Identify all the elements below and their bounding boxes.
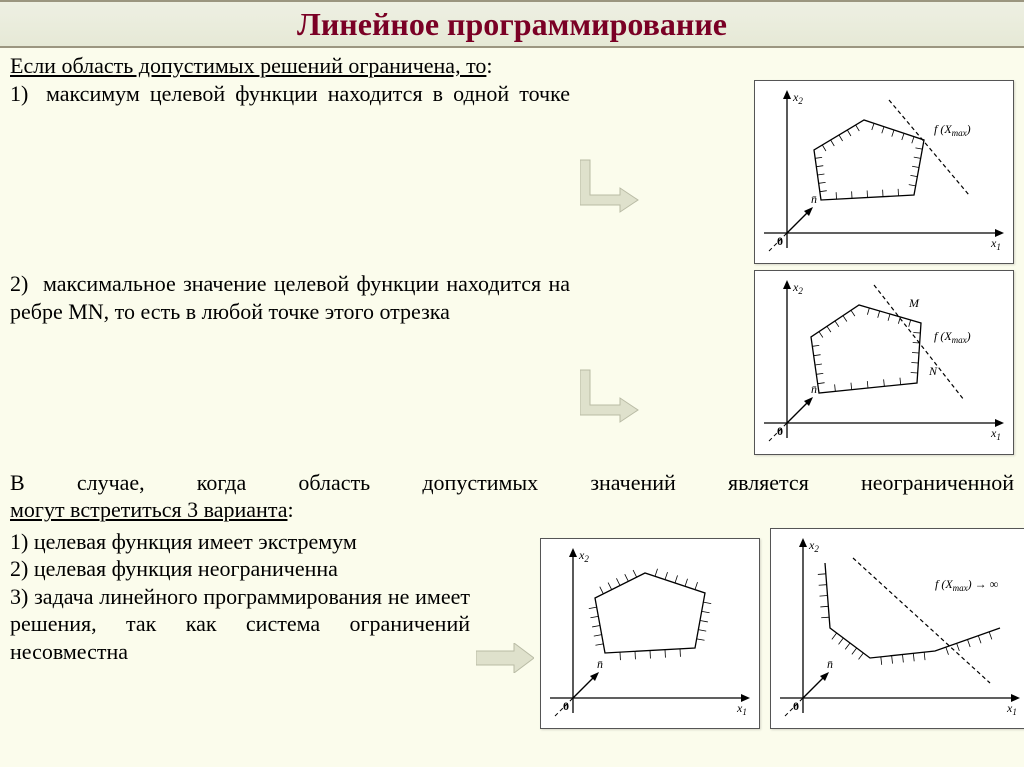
svg-text:n̄: n̄ [811, 192, 817, 206]
intro-text: Если область допустимых решений ограниче… [10, 53, 486, 78]
svg-text:x1: x1 [1006, 701, 1017, 717]
fig1-col: x2 x1 0 n̄ f (Xmax) [650, 80, 1014, 265]
arrow2-col [570, 270, 650, 430]
case2-text-col: 2) максимальное значение целевой функции… [10, 270, 570, 325]
case2-row: 2) максимальное значение целевой функции… [10, 270, 1014, 455]
content: Если область допустимых решений ограниче… [0, 48, 1024, 729]
fig4-col: x2 x1 0 n̄ [540, 528, 770, 730]
unbound-line1: В случае, когда область допустимых значе… [10, 469, 1014, 497]
intro: Если область допустимых решений ограниче… [10, 52, 1014, 80]
v3-num: 3) [10, 584, 28, 609]
arrow-icon [580, 150, 640, 220]
case2-text: 2) максимальное значение целевой функции… [10, 270, 570, 325]
svg-text:x2: x2 [578, 548, 589, 564]
variant3: 3) задача линейного программирования не … [10, 583, 470, 666]
bottom-wrap: 1) целевая функция имеет экстремум 2) це… [10, 528, 1014, 730]
svg-text:0: 0 [777, 234, 783, 248]
svg-text:x2: x2 [792, 280, 803, 296]
unbound-b: могут встретиться 3 варианта [10, 497, 287, 522]
variant1: 1) целевая функция имеет экстремум [10, 528, 470, 556]
svg-text:0: 0 [563, 699, 569, 713]
svg-text:x1: x1 [736, 701, 747, 717]
page-title: Линейное программирование [297, 6, 727, 43]
case1-text-col: 1) максимум целевой функции находится в … [10, 80, 570, 108]
svg-text:N: N [928, 364, 938, 378]
svg-text:f (Xmax): f (Xmax) [934, 329, 971, 345]
svg-text:x1: x1 [990, 236, 1001, 252]
case1-row: 1) максимум целевой функции находится в … [10, 80, 1014, 265]
svg-text:M: M [908, 296, 920, 310]
svg-text:n̄: n̄ [811, 382, 817, 396]
arrow3-col [470, 528, 540, 730]
case1-num: 1) [10, 80, 46, 108]
svg-text:n̄: n̄ [597, 657, 603, 671]
svg-text:0: 0 [793, 699, 799, 713]
figure-2: x2 x1 0 n̄ M Nf (Xmax) [754, 270, 1014, 455]
fig3-col: x2 x1 0 n̄ f (Xmax) → ∞ [770, 528, 1024, 730]
svg-text:x1: x1 [990, 426, 1001, 442]
figure-1: x2 x1 0 n̄ f (Xmax) [754, 80, 1014, 265]
svg-text:0: 0 [777, 424, 783, 438]
svg-text:f (Xmax): f (Xmax) [934, 122, 971, 138]
svg-text:n̄: n̄ [827, 657, 833, 671]
unbound-line2: могут встретиться 3 варианта: [10, 496, 1014, 524]
figure-3: x2 x1 0 n̄ f (Xmax) → ∞ [770, 528, 1024, 730]
bottom-text: 1) целевая функция имеет экстремум 2) це… [10, 528, 470, 730]
svg-text:x2: x2 [808, 538, 819, 554]
arrow-icon [580, 360, 640, 430]
svg-text:f (Xmax) → ∞: f (Xmax) → ∞ [935, 577, 999, 593]
svg-text:x2: x2 [792, 90, 803, 106]
arrow-right-icon [476, 643, 534, 673]
case1-text: максимум целевой функции находится в одн… [46, 80, 570, 108]
title-bar: Линейное программирование [0, 0, 1024, 48]
case2-num: 2) [10, 271, 28, 296]
variant2: 2) целевая функция неограниченна [10, 555, 470, 583]
figure-4: x2 x1 0 n̄ [540, 538, 760, 730]
arrow1-col [570, 80, 650, 220]
fig2-col: x2 x1 0 n̄ M Nf (Xmax) [650, 270, 1014, 455]
